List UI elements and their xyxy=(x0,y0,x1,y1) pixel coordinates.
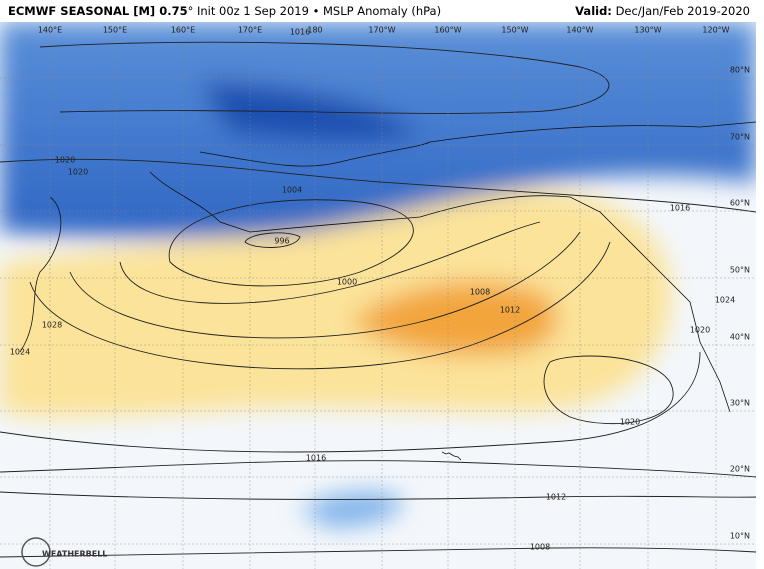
valid-value: Dec/Jan/Feb 2019-2020 xyxy=(615,4,750,18)
longitude-label: 160°W xyxy=(434,26,461,35)
isobar-label: 1024 xyxy=(10,348,30,357)
longitude-label: 150°W xyxy=(501,26,528,35)
isobar-label: 1012 xyxy=(500,306,520,315)
isobar-label: 1028 xyxy=(42,321,62,330)
isobars xyxy=(0,41,756,558)
isobar-label: 1008 xyxy=(530,543,550,552)
isobar-label: 1020 xyxy=(68,168,88,177)
title-bold: ECMWF SEASONAL [M] 0.75 xyxy=(8,4,188,18)
isobar-label: 1016 xyxy=(290,28,310,37)
isobar-label: 1012 xyxy=(546,493,566,502)
isobar-label: 996 xyxy=(274,237,289,246)
latitude-label: 40°N xyxy=(730,333,750,342)
isobar-label: 1004 xyxy=(282,186,302,195)
title-rest: ° Init 00z 1 Sep 2019 • MSLP Anomaly (hP… xyxy=(187,4,442,18)
isobar-label: 1020 xyxy=(690,326,710,335)
longitude-label: 180 xyxy=(307,26,322,35)
coastlines xyxy=(19,121,756,461)
longitude-label: 140°E xyxy=(38,26,62,35)
title: ECMWF SEASONAL [M] 0.75° Init 00z 1 Sep … xyxy=(8,0,441,22)
logo: WEATHERBELL xyxy=(21,537,107,567)
isobar-label: 1016 xyxy=(670,204,690,213)
latitude-label: 80°N xyxy=(730,66,750,75)
latitude-label: 20°N xyxy=(730,465,750,474)
isobar-label: 1020 xyxy=(620,418,640,427)
latitude-label: 30°N xyxy=(730,399,750,408)
latitude-label: 70°N xyxy=(730,133,750,142)
longitude-label: 120°W xyxy=(702,26,729,35)
isobar-label: 1016 xyxy=(306,454,326,463)
isobar-label: 1024 xyxy=(715,296,735,305)
anomaly-shading xyxy=(0,22,756,527)
valid: Valid: Dec/Jan/Feb 2019-2020 xyxy=(575,0,750,22)
longitude-label: 170°E xyxy=(238,26,262,35)
latitude-label: 10°N xyxy=(730,532,750,541)
longitude-label: 150°E xyxy=(103,26,127,35)
longitude-label: 170°W xyxy=(368,26,395,35)
header: ECMWF SEASONAL [M] 0.75° Init 00z 1 Sep … xyxy=(0,0,764,22)
latitude-label: 60°N xyxy=(730,199,750,208)
isobar-label: 1000 xyxy=(337,278,357,287)
longitude-label: 130°W xyxy=(634,26,661,35)
valid-label: Valid: xyxy=(575,4,612,18)
isobar-label: 1020 xyxy=(55,156,75,165)
longitude-label: 160°E xyxy=(171,26,195,35)
longitude-label: 140°W xyxy=(566,26,593,35)
isobar-label: 1008 xyxy=(470,288,490,297)
graticule xyxy=(0,36,756,569)
logo-text: WEATHERBELL xyxy=(42,550,107,559)
labels: 140°E 150°E 160°E 170°E 180 170°W 160°W 150°W 14… xyxy=(10,26,750,552)
latitude-label: 50°N xyxy=(730,266,750,275)
map: 140°E 150°E 160°E 170°E 180 170°W 160°W 150°W 14… xyxy=(0,22,756,569)
